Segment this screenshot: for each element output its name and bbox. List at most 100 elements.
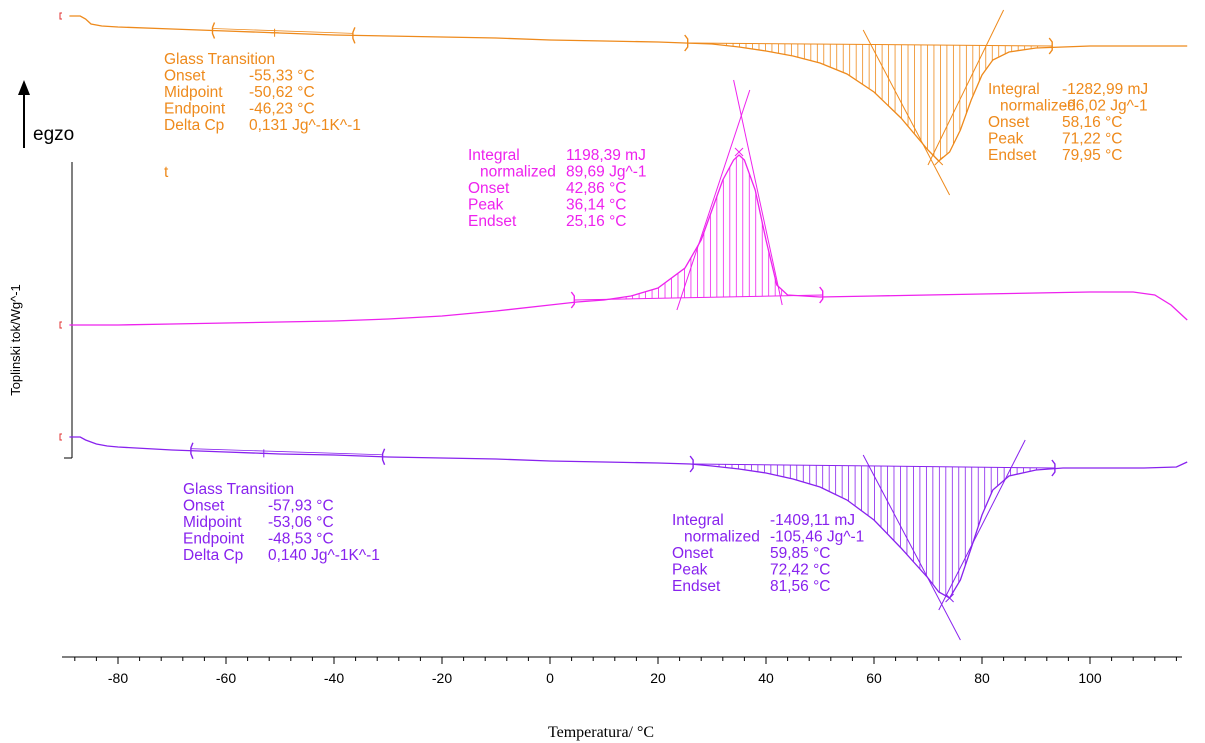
annotation-value: 59,85 °C [770, 545, 831, 562]
magenta-baseline [574, 294, 823, 301]
annotation-label: normalized [480, 164, 556, 181]
orange-baseline [687, 42, 1053, 47]
x-tick-label: 0 [546, 670, 554, 686]
annotation-label: Peak [468, 197, 504, 214]
x-tick-label: 40 [758, 670, 774, 686]
annotation-value: 42,86 °C [566, 180, 627, 197]
orange-tangent-line [862, 29, 951, 196]
annotation-value: 79,95 °C [1062, 147, 1123, 164]
x-tick-label: 60 [866, 670, 882, 686]
magenta-dsc-curve [69, 154, 1188, 326]
orange-annotation-extra: t [164, 164, 169, 181]
annotation-value: 58,16 °C [1062, 114, 1123, 131]
x-tick-label: -60 [216, 670, 236, 686]
annotation-label: Endpoint [183, 531, 245, 548]
annotation-label: normalized [1000, 98, 1076, 115]
purple-peak-cross [945, 593, 954, 603]
start-bracket [59, 433, 62, 441]
orange-tangent-line [927, 9, 1005, 166]
orange-dsc-curve [69, 15, 1188, 162]
glass-tangent-line [190, 448, 383, 456]
x-tick-label: -80 [108, 670, 128, 686]
annotation-label: Onset [988, 114, 1030, 131]
magenta-tangent-line [733, 79, 783, 306]
annotation-value: -96,02 Jg^-1 [1062, 98, 1148, 115]
glass-limit-marker [190, 442, 194, 459]
limit-marker [1048, 37, 1053, 55]
purple-peak-annotation: Integral -1409,11 mJ normalized -105,46 Jg^… [672, 512, 864, 595]
annotation-label: normalized [684, 529, 760, 546]
annotation-label: Delta Cp [183, 547, 243, 564]
purple-baseline [693, 463, 1055, 469]
orange-peak-cross [934, 156, 944, 166]
annotation-label: Integral [672, 512, 724, 529]
annotation-value: -57,93 °C [268, 498, 334, 515]
annotation-label: Integral [468, 147, 520, 164]
glass-limit-marker [381, 448, 386, 466]
purple-peak-fill [689, 455, 1056, 596]
annotation-label: Onset [164, 68, 206, 85]
annotation-label: Onset [468, 180, 510, 197]
annotation-label: Onset [183, 498, 225, 515]
purple-tangent-line [862, 454, 961, 641]
annotation-label: Onset [672, 545, 714, 562]
annotation-label: Endset [672, 578, 721, 595]
annotation-value: -105,46 Jg^-1 [770, 529, 864, 546]
annotation-label: Endset [988, 147, 1037, 164]
annotation-label: Endpoint [164, 101, 226, 118]
annotation-label: Endset [468, 213, 517, 230]
annotation-label: Glass Transition [164, 51, 275, 68]
annotation-value: 1198,39 mJ [566, 147, 646, 164]
x-tick-label: -40 [324, 670, 344, 686]
annotation-value: 71,22 °C [1062, 131, 1123, 148]
annotation-value: -50,62 °C [249, 84, 315, 101]
magenta-peak-cross [734, 147, 744, 157]
x-tick-label: 80 [974, 670, 990, 686]
limit-marker [819, 286, 824, 304]
annotation-value: -55,33 °C [249, 68, 315, 85]
annotation-value: 36,14 °C [566, 197, 627, 214]
x-tick-label: 20 [650, 670, 666, 686]
exo-arrow-icon [18, 80, 30, 148]
annotation-label: Peak [988, 131, 1024, 148]
annotation-value: -48,53 °C [268, 531, 334, 548]
annotation-value: 25,16 °C [566, 213, 627, 230]
x-axis-label: Temperatura/ °C [548, 724, 654, 741]
start-bracket [59, 12, 62, 20]
purple-tangent-line [938, 439, 1026, 611]
annotation-value: -1282,99 mJ [1062, 81, 1148, 98]
annotation-label: Glass Transition [183, 481, 294, 498]
annotation-value: 89,69 Jg^-1 [566, 164, 647, 181]
magenta-peak-annotation: Integral 1198,39 mJ normalized 89,69 Jg^-1 O… [468, 147, 647, 230]
annotation-label: Midpoint [183, 514, 242, 531]
markers [59, 9, 1026, 641]
purple-dsc-curve [69, 436, 1188, 599]
annotation-value: 81,56 °C [770, 578, 831, 595]
annotation-value: -1409,11 mJ [770, 512, 855, 529]
annotation-value: 0,140 Jg^-1K^-1 [268, 547, 380, 564]
glass-tangent-line [212, 28, 353, 34]
annotation-value: -46,23 °C [249, 101, 315, 118]
annotation-value: 72,42 °C [770, 562, 831, 579]
start-bracket [59, 321, 62, 329]
curves [69, 15, 1188, 599]
x-tick-label: 100 [1078, 670, 1102, 686]
orange-peak-fill [684, 34, 1053, 160]
x-ticks: -80 -60 -40 -20 0 20 40 60 80 100 [74, 657, 1177, 686]
exo-label: egzo [33, 124, 74, 145]
x-tick-label: -20 [432, 670, 452, 686]
annotation-label: Integral [988, 81, 1040, 98]
glass-limit-marker [352, 27, 356, 44]
annotation-value: 0,131 Jg^-1K^-1 [249, 117, 361, 134]
annotation-label: Peak [672, 562, 708, 579]
magenta-peak-fill [570, 157, 824, 309]
glass-midpoint-marker [270, 28, 279, 37]
limit-marker [570, 291, 575, 309]
y-axis-label: Toplinski tok/Wg^-1 [8, 284, 23, 396]
magenta-tangent-line [676, 89, 751, 311]
glass-limit-marker [211, 22, 216, 39]
